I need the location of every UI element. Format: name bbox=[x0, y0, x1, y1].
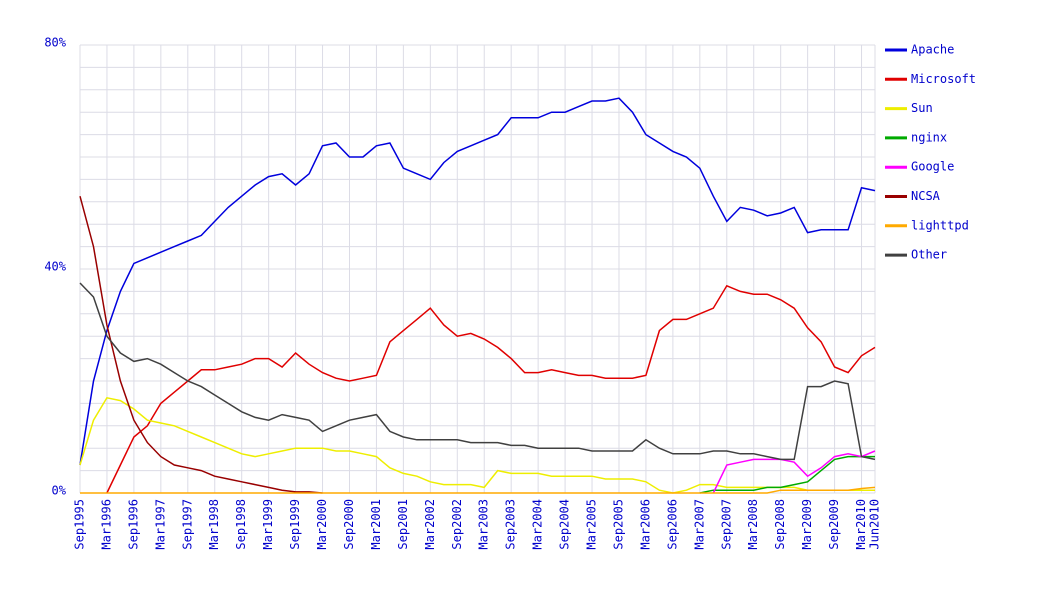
series-line bbox=[106, 284, 876, 494]
x-tick-label: Sep2000 bbox=[342, 499, 356, 550]
x-tick-label: Sep1996 bbox=[126, 499, 140, 550]
series-line bbox=[79, 282, 876, 461]
x-tick-label: Mar1996 bbox=[99, 499, 113, 550]
x-tick-label: Mar1998 bbox=[207, 499, 221, 550]
x-tick-label: Sep2005 bbox=[611, 499, 625, 550]
x-tick-label: Mar2002 bbox=[423, 499, 437, 550]
x-tick-label: Sep2002 bbox=[450, 499, 464, 550]
x-tick-label: Sep1998 bbox=[234, 499, 248, 550]
series-line bbox=[79, 97, 876, 466]
legend-label: NCSA bbox=[911, 189, 941, 203]
x-tick-label: Mar2004 bbox=[531, 499, 545, 550]
series-line bbox=[699, 455, 875, 494]
legend-label: Apache bbox=[911, 43, 954, 57]
x-tick-label: Sep2003 bbox=[504, 499, 518, 550]
x-tick-label: Jun2010 bbox=[868, 499, 882, 550]
x-tick-label: Mar2010 bbox=[854, 499, 868, 550]
x-tick-label: Sep2009 bbox=[827, 499, 841, 550]
legend-label: Microsoft bbox=[911, 72, 976, 86]
x-tick-label: Mar2009 bbox=[800, 499, 814, 550]
x-tick-label: Sep2001 bbox=[396, 499, 410, 550]
series-line bbox=[712, 450, 876, 494]
x-tick-label: Sep2007 bbox=[719, 499, 733, 550]
x-tick-label: Sep2006 bbox=[665, 499, 679, 550]
y-tick-label: 40% bbox=[44, 260, 66, 274]
x-tick-label: Mar2008 bbox=[746, 499, 760, 550]
x-tick-label: Mar2003 bbox=[477, 499, 491, 550]
y-tick-label: 80% bbox=[44, 36, 66, 50]
x-tick-label: Mar2001 bbox=[369, 499, 383, 550]
series-line bbox=[79, 396, 875, 494]
series-line bbox=[80, 486, 876, 494]
legend-label: Sun bbox=[911, 101, 933, 115]
x-tick-label: Mar1997 bbox=[153, 499, 167, 550]
legend-label: nginx bbox=[911, 130, 947, 144]
x-tick-label: Sep2004 bbox=[558, 499, 572, 550]
x-tick-label: Mar2006 bbox=[638, 499, 652, 550]
legend-label: Google bbox=[911, 160, 954, 174]
x-tick-label: Mar2000 bbox=[315, 499, 329, 550]
legend-label: Other bbox=[911, 248, 947, 262]
x-tick-label: Sep1997 bbox=[180, 499, 194, 550]
series-line bbox=[79, 196, 323, 494]
x-tick-label: Sep1999 bbox=[288, 499, 302, 550]
x-tick-label: Mar2007 bbox=[692, 499, 706, 550]
y-tick-label: 0% bbox=[52, 484, 67, 498]
x-tick-label: Sep1995 bbox=[73, 499, 87, 550]
legend-label: lighttpd bbox=[911, 218, 969, 232]
x-tick-label: Mar1999 bbox=[261, 499, 275, 550]
x-tick-label: Mar2005 bbox=[585, 499, 599, 550]
x-tick-label: Sep2008 bbox=[773, 499, 787, 550]
